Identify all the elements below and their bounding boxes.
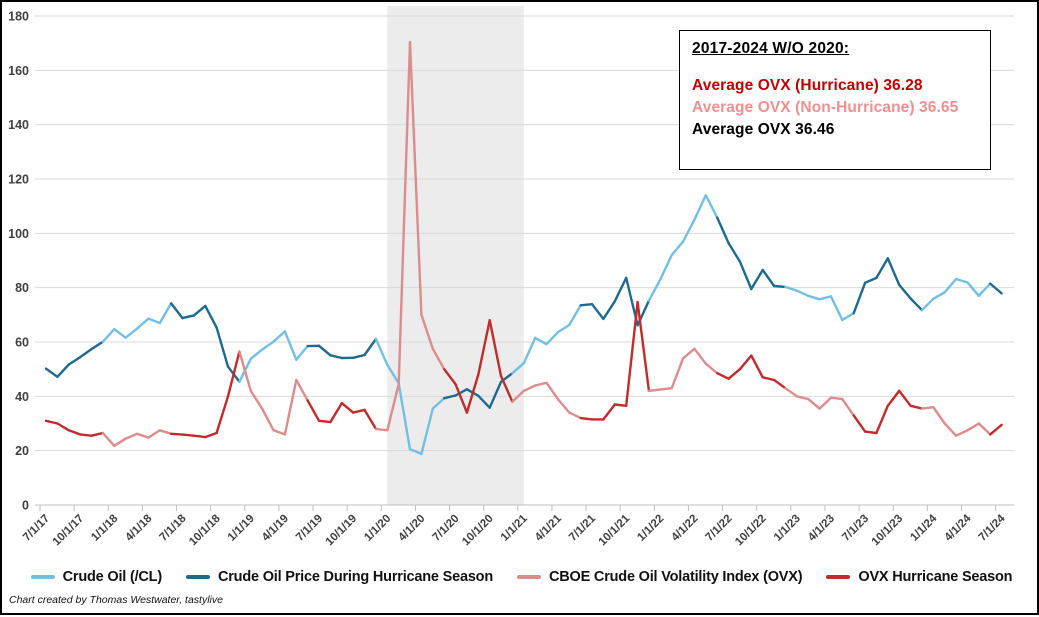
legend-label: CBOE Crude Oil Volatility Index (OVX)	[549, 569, 803, 585]
stat-avg-ovx-total: Average OVX 36.46	[692, 121, 835, 138]
x-tick-label: 1/1/24	[908, 512, 940, 544]
y-tick-label: 160	[8, 64, 29, 78]
x-tick-label: 7/1/20	[431, 513, 462, 544]
stat-avg-ovx-non-hurricane: Average OVX (Non-Hurricane) 36.65	[692, 99, 959, 116]
shaded-2020-band	[387, 6, 524, 505]
legend-item-crude-oil-hurricane: Crude Oil Price During Hurricane Season	[185, 569, 493, 585]
x-tick-label: 7/1/23	[840, 513, 871, 544]
x-tick-label: 10/1/20	[460, 513, 496, 549]
y-tick-label: 60	[15, 336, 29, 350]
y-tick-label: 180	[8, 10, 29, 24]
x-tick-label: 4/1/21	[533, 512, 565, 544]
stats-box-title: 2017-2024 W/O 2020:	[692, 40, 850, 57]
crude-oil-line-swatch	[30, 575, 55, 579]
x-tick-label: 1/1/20	[362, 513, 393, 544]
x-tick-label: 1/1/23	[772, 513, 803, 544]
x-tick-label: 1/1/21	[499, 512, 531, 544]
y-tick-label: 100	[8, 227, 29, 241]
x-tick-label: 10/1/19	[324, 513, 360, 549]
gridlines	[35, 15, 1014, 506]
crude-oil-line	[44, 194, 1003, 456]
x-tick-label: 7/1/22	[704, 513, 735, 544]
x-tick-label: 7/1/24	[977, 512, 1009, 544]
y-tick-label: 120	[8, 173, 29, 187]
x-tick-label: 10/1/21	[597, 512, 633, 548]
x-tick-label: 4/1/19	[260, 513, 291, 544]
x-tick-label: 4/1/18	[123, 512, 155, 544]
y-tick-label: 140	[8, 118, 29, 132]
y-tick-label: 0	[22, 499, 29, 513]
x-tick-label: 7/1/18	[158, 512, 190, 544]
x-tick-label: 10/1/22	[733, 513, 769, 549]
y-axis-labels: 0 20 40 60 80 100 120 140 160 180	[8, 10, 29, 513]
x-axis-ticks	[39, 505, 997, 511]
x-tick-label: 4/1/20	[396, 513, 427, 544]
legend-item-ovx-hurricane: OVX Hurricane Season	[826, 569, 1013, 585]
ovx-hurricane-line-swatch	[826, 575, 851, 579]
x-tick-label: 7/1/17	[21, 513, 52, 544]
x-tick-label: 10/1/18	[187, 512, 223, 548]
chart-attribution: Chart created by Thomas Westwater, tasty…	[9, 594, 223, 606]
x-tick-label: 1/1/19	[226, 513, 257, 544]
x-tick-label: 1/1/22	[635, 513, 666, 544]
stat-avg-ovx-hurricane: Average OVX (Hurricane) 36.28	[692, 77, 923, 94]
legend: Crude Oil (/CL) Crude Oil Price During H…	[2, 569, 1039, 585]
legend-item-crude-oil: Crude Oil (/CL)	[30, 569, 163, 585]
y-tick-label: 40	[15, 390, 29, 404]
y-tick-label: 80	[15, 281, 29, 295]
crude-oil-hurricane-line-swatch	[185, 575, 210, 579]
stats-annotation-box: 2017-2024 W/O 2020: Average OVX (Hurrica…	[679, 30, 991, 170]
x-tick-label: 4/1/23	[806, 513, 837, 544]
x-tick-label: 10/1/23	[870, 513, 906, 549]
y-tick-label: 20	[15, 444, 29, 458]
x-tick-label: 4/1/24	[942, 512, 974, 544]
legend-label: OVX Hurricane Season	[858, 569, 1013, 585]
legend-label: Crude Oil (/CL)	[62, 569, 163, 585]
ovx-line-swatch	[517, 575, 541, 579]
x-tick-label: 7/1/19	[294, 513, 325, 544]
x-tick-label: 10/1/17	[51, 513, 87, 549]
legend-label: Crude Oil Price During Hurricane Season	[217, 569, 493, 585]
x-tick-label: 1/1/18	[89, 512, 121, 544]
ovx-line	[44, 40, 1003, 447]
x-tick-label: 4/1/22	[669, 513, 700, 544]
x-tick-label: 7/1/21	[567, 512, 599, 544]
legend-item-ovx: CBOE Crude Oil Volatility Index (OVX)	[517, 569, 803, 585]
